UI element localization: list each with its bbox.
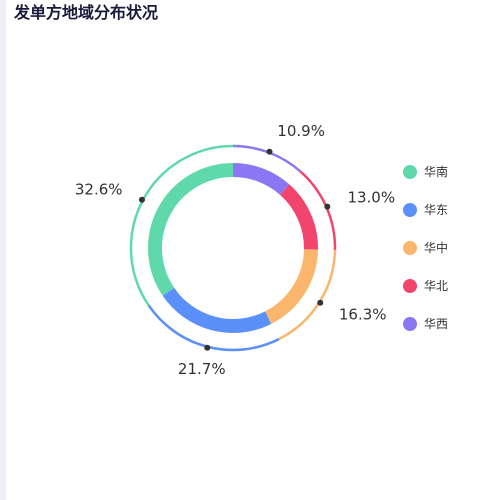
slice-1-percent-label: 32.6% bbox=[75, 181, 123, 199]
legend-label-5: 华西 bbox=[424, 317, 448, 331]
slice-5-inner-arc bbox=[232, 163, 290, 196]
legend-label-2: 华东 bbox=[424, 203, 448, 217]
slice-4-percent-label: 13.0% bbox=[347, 189, 395, 207]
legend-swatch-3 bbox=[403, 241, 417, 255]
slice-1-marker-dot bbox=[138, 196, 145, 203]
percentage-labels: 32.6% 21.7% 16.3% 13.0% 10.9% bbox=[75, 122, 395, 378]
slice-4-marker-dot bbox=[324, 203, 331, 210]
slice-2-marker-dot bbox=[204, 344, 211, 351]
left-edge-strip bbox=[0, 0, 6, 500]
legend-label-1: 华南 bbox=[424, 164, 448, 179]
slice-3-inner-arc bbox=[264, 249, 318, 324]
slice-5-percent-label: 10.9% bbox=[277, 122, 325, 140]
slice-4-inner-arc bbox=[279, 184, 318, 250]
slice-3-percent-label: 16.3% bbox=[339, 305, 387, 323]
slice-1-inner-arc bbox=[148, 163, 234, 296]
legend-swatch-5 bbox=[403, 317, 417, 331]
legend-swatch-2 bbox=[403, 203, 417, 217]
slice-2-inner-arc bbox=[162, 287, 272, 333]
legend-label-4: 华北 bbox=[424, 279, 448, 293]
slice-5-marker-dot bbox=[266, 148, 273, 155]
slice-2-percent-label: 21.7% bbox=[178, 360, 226, 378]
legend-swatch-4 bbox=[403, 279, 417, 293]
inner-ring bbox=[148, 163, 318, 333]
legend-swatch-1 bbox=[403, 165, 417, 179]
slice-3-marker-dot bbox=[317, 299, 324, 306]
chart-title: 发单方地域分布状况 bbox=[14, 3, 159, 22]
legend-label-3: 华中 bbox=[424, 240, 448, 255]
